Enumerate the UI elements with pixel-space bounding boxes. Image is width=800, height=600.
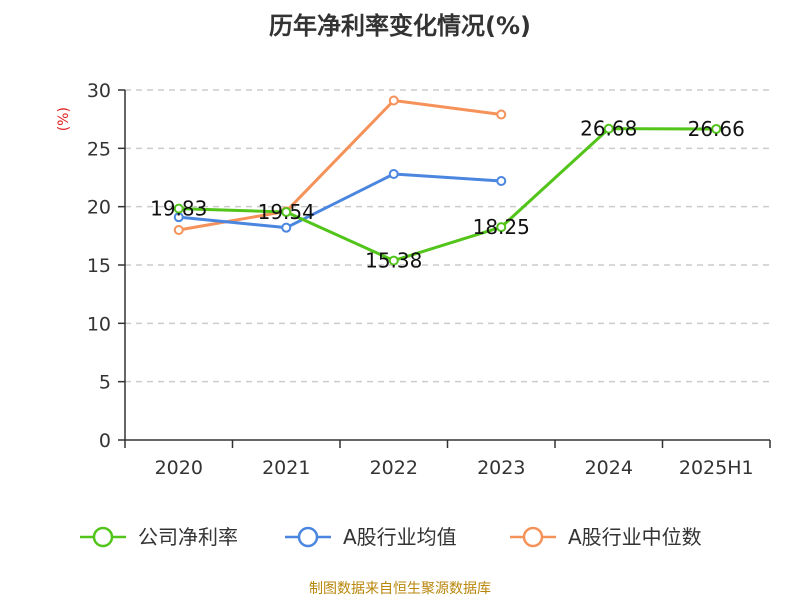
source-footer: 制图数据来自恒生聚源数据库 bbox=[309, 581, 491, 597]
series-line-1 bbox=[178, 172, 502, 230]
data-label: 15.38 bbox=[365, 249, 422, 273]
data-point bbox=[388, 255, 399, 266]
x-tick-label: 2020 bbox=[155, 457, 203, 479]
y-tick-label: 15 bbox=[87, 255, 111, 277]
data-label: 19.54 bbox=[258, 200, 315, 224]
legend-swatch-marker bbox=[522, 526, 544, 548]
x-tick-label: 2025H1 bbox=[679, 457, 754, 479]
data-labels: 19.83 19.54 15.38 18.25 26.68 26.66 bbox=[150, 117, 745, 273]
data-point bbox=[496, 109, 507, 120]
legend: 公司净利率 A股行业均值 A股行业中位数 bbox=[80, 525, 702, 549]
x-tick-label: 2021 bbox=[262, 457, 310, 479]
chart-title: 历年净利率变化情况(%) bbox=[269, 12, 531, 40]
y-tick-label: 10 bbox=[87, 313, 111, 335]
legend-label: A股行业中位数 bbox=[568, 525, 702, 549]
data-point bbox=[603, 123, 614, 134]
y-tick-labels: 0 5 10 15 20 25 30 bbox=[87, 80, 111, 452]
data-label: 26.66 bbox=[688, 117, 745, 141]
series-line-0 bbox=[178, 127, 717, 263]
data-point bbox=[388, 169, 399, 179]
y-tick-label: 20 bbox=[87, 197, 111, 219]
data-point bbox=[173, 203, 184, 214]
data-point bbox=[281, 222, 292, 233]
data-label: 19.83 bbox=[150, 197, 207, 221]
legend-label: A股行业均值 bbox=[343, 525, 457, 549]
x-tick-labels: 2020 2021 2022 2023 2024 2025H1 bbox=[155, 457, 754, 479]
y-tick-label: 30 bbox=[87, 80, 111, 102]
data-point bbox=[496, 222, 507, 233]
y-tick-label: 5 bbox=[99, 372, 111, 394]
axes bbox=[124, 90, 771, 448]
series-lines bbox=[173, 95, 722, 266]
x-tick-label: 2022 bbox=[370, 457, 418, 479]
legend-label: 公司净利率 bbox=[138, 525, 238, 549]
legend-swatch-marker bbox=[92, 526, 114, 548]
legend-swatch-marker bbox=[297, 526, 319, 548]
y-tick-label: 25 bbox=[87, 138, 111, 160]
x-tick-label: 2023 bbox=[477, 457, 525, 479]
data-point bbox=[281, 207, 292, 218]
data-label: 26.68 bbox=[580, 117, 637, 141]
x-tick-label: 2024 bbox=[585, 457, 633, 479]
grid-lines bbox=[118, 89, 770, 441]
data-point bbox=[388, 95, 399, 106]
data-point bbox=[173, 225, 184, 235]
y-tick-label: 0 bbox=[99, 430, 111, 452]
data-point bbox=[711, 123, 722, 134]
y-axis-unit-label: (%) bbox=[56, 107, 72, 131]
series-line-2 bbox=[178, 99, 502, 232]
data-label: 18.25 bbox=[473, 215, 530, 239]
data-point bbox=[496, 176, 507, 186]
